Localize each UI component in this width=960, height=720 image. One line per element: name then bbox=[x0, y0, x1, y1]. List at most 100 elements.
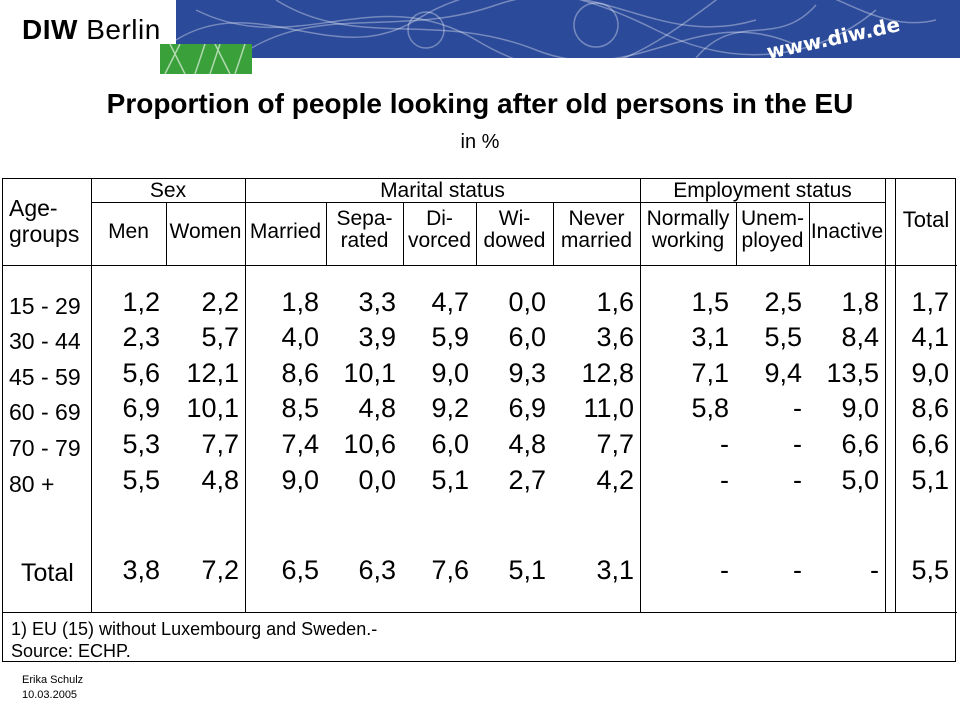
table-cell: 4,1 bbox=[911, 322, 949, 352]
table-cell: 5,6 bbox=[122, 358, 160, 388]
table-cell: 12,1 bbox=[186, 358, 239, 388]
table-cell: 5,5 bbox=[764, 322, 802, 352]
column-header-line: Married bbox=[249, 220, 322, 243]
table-cell: 4,2 bbox=[596, 465, 634, 495]
column-header: Married bbox=[245, 221, 326, 243]
subheader-vline bbox=[476, 202, 477, 265]
table-cell: 9,0 bbox=[281, 465, 319, 495]
table-cell: 10,1 bbox=[343, 358, 396, 388]
table-cell: 8,6 bbox=[281, 358, 319, 388]
presentation-date: 10.03.2005 bbox=[22, 689, 78, 701]
table-cell: 8,5 bbox=[281, 393, 319, 423]
subheader-vline bbox=[326, 202, 327, 265]
table-cell: 6,6 bbox=[911, 429, 949, 459]
table-vline bbox=[885, 179, 886, 612]
table-cell: 9,2 bbox=[431, 393, 469, 423]
table-cell: 4,8 bbox=[508, 429, 546, 459]
table-cell: 6,9 bbox=[508, 393, 546, 423]
author-name: Erika Schulz bbox=[22, 674, 84, 686]
table-cell: 1,2 bbox=[122, 287, 160, 317]
table-cell: 4,0 bbox=[281, 322, 319, 352]
subheader-vline bbox=[736, 202, 737, 265]
table-vline bbox=[640, 179, 641, 612]
table-cell: 1,8 bbox=[281, 287, 319, 317]
table-cell: 13,5 bbox=[826, 358, 879, 388]
column-header-line: Di- bbox=[426, 207, 453, 230]
subheader-vline bbox=[166, 202, 167, 265]
table-cell: - bbox=[793, 465, 802, 495]
table-cell: 1,7 bbox=[911, 287, 949, 317]
column-header-line: married bbox=[560, 229, 633, 252]
total-cell: - bbox=[720, 555, 729, 585]
table-cell: 7,4 bbox=[281, 429, 319, 459]
table-cell: 1,6 bbox=[596, 287, 634, 317]
row-age-label: 70 - 79 bbox=[9, 435, 81, 461]
age-groups-header: Age-groups bbox=[9, 195, 80, 247]
column-header-line: Wi- bbox=[498, 207, 531, 230]
table-vline bbox=[895, 179, 896, 612]
table-cell: 12,8 bbox=[581, 358, 634, 388]
table-cell: 5,7 bbox=[201, 322, 239, 352]
table-cell: 5,1 bbox=[431, 465, 469, 495]
table-cell: 6,9 bbox=[122, 393, 160, 423]
total-row-label: Total bbox=[21, 559, 74, 587]
column-header-line: Unem- bbox=[740, 207, 804, 230]
table-cell: 9,0 bbox=[841, 393, 879, 423]
column-header-line: Never bbox=[568, 207, 625, 230]
column-header-line: dowed bbox=[483, 229, 546, 252]
total-cell: 6,5 bbox=[281, 555, 319, 585]
table-cell: 1,5 bbox=[691, 287, 729, 317]
group-header-employment: Employment status bbox=[673, 179, 852, 202]
table-cell: 6,6 bbox=[841, 429, 879, 459]
table-cell: 3,3 bbox=[358, 287, 396, 317]
table-cell: 5,9 bbox=[431, 322, 469, 352]
table-cell: 0,0 bbox=[358, 465, 396, 495]
column-header-line: Men bbox=[108, 220, 149, 243]
group-header-underline bbox=[91, 202, 885, 203]
column-header: Men bbox=[91, 221, 166, 243]
table-cell: - bbox=[793, 429, 802, 459]
green-tile-pattern bbox=[164, 44, 246, 74]
table-cell: 9,0 bbox=[911, 358, 949, 388]
table-cell: 4,8 bbox=[201, 465, 239, 495]
page-title: Proportion of people looking after old p… bbox=[106, 88, 854, 119]
header-green-tile bbox=[160, 44, 252, 74]
table-cell: 1,8 bbox=[841, 287, 879, 317]
column-header: Women bbox=[166, 221, 245, 243]
header-banner: www.diw.de bbox=[176, 0, 960, 58]
table-cell: 0,0 bbox=[508, 287, 546, 317]
column-header-line: Sepa- bbox=[336, 207, 393, 230]
table-cell: 10,1 bbox=[186, 393, 239, 423]
row-age-label: 60 - 69 bbox=[9, 399, 81, 425]
table-cell: 11,0 bbox=[583, 393, 634, 423]
subheader-vline bbox=[809, 202, 810, 265]
total-header: Total bbox=[902, 207, 950, 232]
diw-logo: DIW Berlin bbox=[22, 14, 161, 46]
table-cell: 8,4 bbox=[841, 322, 879, 352]
table-cell: - bbox=[793, 393, 802, 423]
total-cell: 7,2 bbox=[201, 555, 239, 585]
logo-rest-text: Berlin bbox=[86, 14, 161, 45]
page-subtitle: in % bbox=[460, 131, 500, 153]
table-cell: 9,3 bbox=[508, 358, 546, 388]
column-header-line: Inactive bbox=[810, 220, 884, 243]
column-header-line: vorced bbox=[407, 229, 472, 252]
total-cell: - bbox=[793, 555, 802, 585]
row-age-label: 15 - 29 bbox=[9, 293, 81, 319]
subheader-vline bbox=[553, 202, 554, 265]
group-header-sex: Sex bbox=[149, 179, 187, 202]
table-cell: - bbox=[720, 429, 729, 459]
table-cell: 5,3 bbox=[122, 429, 160, 459]
column-header: Wi-dowed bbox=[476, 208, 553, 252]
total-cell: 5,1 bbox=[508, 555, 546, 585]
table-cell: 6,0 bbox=[508, 322, 546, 352]
header-bottom-line bbox=[3, 265, 957, 266]
table-cell: 2,2 bbox=[201, 287, 239, 317]
column-header-line: working bbox=[651, 229, 725, 252]
column-header: Inactive bbox=[809, 221, 885, 243]
table-body-bottom-line bbox=[3, 612, 957, 613]
row-age-label: 45 - 59 bbox=[9, 364, 81, 390]
column-header: Sepa-rated bbox=[326, 208, 403, 252]
table-cell: 5,0 bbox=[841, 465, 879, 495]
table-vline bbox=[91, 179, 92, 612]
